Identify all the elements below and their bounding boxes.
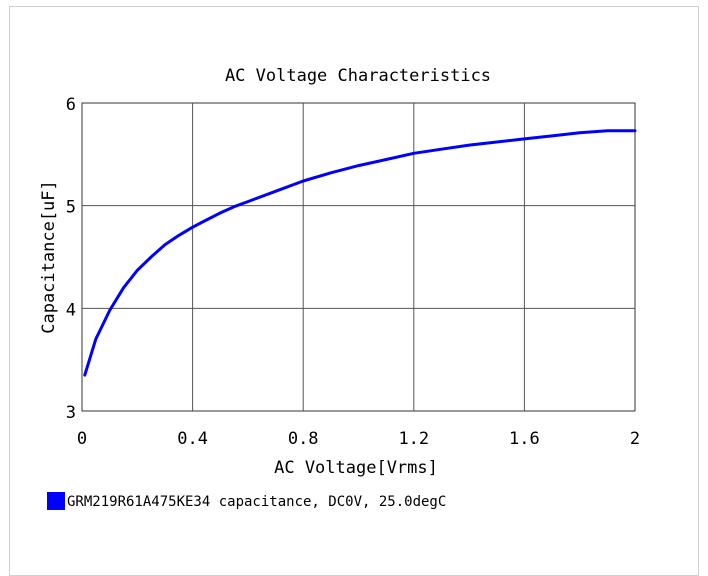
x-tick-label: 1.2 bbox=[398, 429, 429, 449]
y-tick-label: 5 bbox=[66, 198, 76, 218]
x-tick-label: 1.6 bbox=[509, 429, 540, 449]
series-line-0 bbox=[83, 129, 637, 377]
series-layer bbox=[83, 129, 637, 377]
plot-area bbox=[81, 102, 636, 412]
y-tick-label: 4 bbox=[66, 300, 76, 320]
y-tick-label: 6 bbox=[66, 95, 76, 115]
tick-labels: 0 0.4 0.8 1.2 1.6 2 3 4 5 6 bbox=[66, 95, 640, 449]
x-tick-label: 0 bbox=[77, 429, 87, 449]
y-axis-label: Capacitance[uF] bbox=[39, 180, 59, 334]
y-tick-label: 3 bbox=[66, 403, 76, 423]
x-tick-label: 2 bbox=[630, 429, 640, 449]
legend-swatch bbox=[47, 492, 65, 510]
grid-lines bbox=[82, 103, 635, 411]
x-tick-label: 0.4 bbox=[177, 429, 208, 449]
legend-label: GRM219R61A475KE34 capacitance, DC0V, 25.… bbox=[67, 494, 446, 510]
x-axis-label: AC Voltage[Vrms] bbox=[274, 458, 438, 478]
chart-title: AC Voltage Characteristics bbox=[225, 66, 491, 86]
x-tick-label: 0.8 bbox=[288, 429, 319, 449]
legend: GRM219R61A475KE34 capacitance, DC0V, 25.… bbox=[47, 492, 446, 510]
